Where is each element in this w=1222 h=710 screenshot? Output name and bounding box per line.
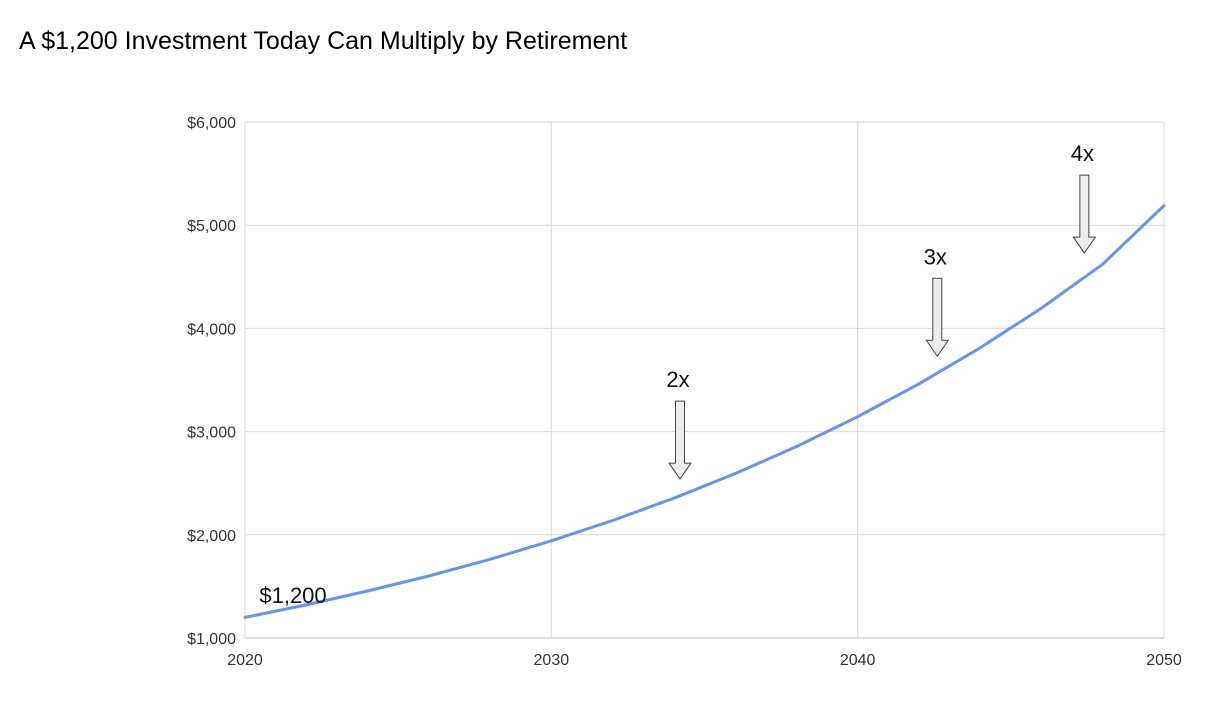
y-tick-label: $1,000 — [187, 631, 236, 648]
annotations: $1,200 2x 3x 4x — [259, 141, 1097, 608]
x-tick-label: 2050 — [1146, 652, 1182, 669]
y-tick-label: $6,000 — [187, 115, 236, 132]
grid — [244, 121, 1165, 639]
y-tick-label: $5,000 — [187, 218, 236, 235]
y-tick-label: $4,000 — [187, 321, 236, 338]
x-tick-label: 2020 — [227, 652, 263, 669]
chart-title: A $1,200 Investment Today Can Multiply b… — [19, 27, 628, 55]
annotation-arrow-icon — [925, 277, 950, 358]
series-line — [243, 204, 1166, 619]
x-tick-label: 2040 — [840, 652, 876, 669]
start-value-label: $1,200 — [259, 583, 326, 608]
annotation-arrow-icon — [1072, 174, 1097, 254]
y-tick-label: $2,000 — [187, 528, 236, 545]
x-tick-label: 2030 — [534, 652, 570, 669]
annotation-label: 2x — [666, 367, 689, 392]
annotation-label: 3x — [924, 244, 947, 269]
annotation-label: 4x — [1071, 141, 1094, 166]
axis-tick-labels: $1,000 $2,000 $3,000 $4,000 $5,000 $6,000 2020… — [187, 115, 1182, 669]
annotation-arrow-icon — [668, 400, 692, 480]
y-tick-label: $3,000 — [187, 425, 236, 442]
series — [243, 204, 1166, 619]
